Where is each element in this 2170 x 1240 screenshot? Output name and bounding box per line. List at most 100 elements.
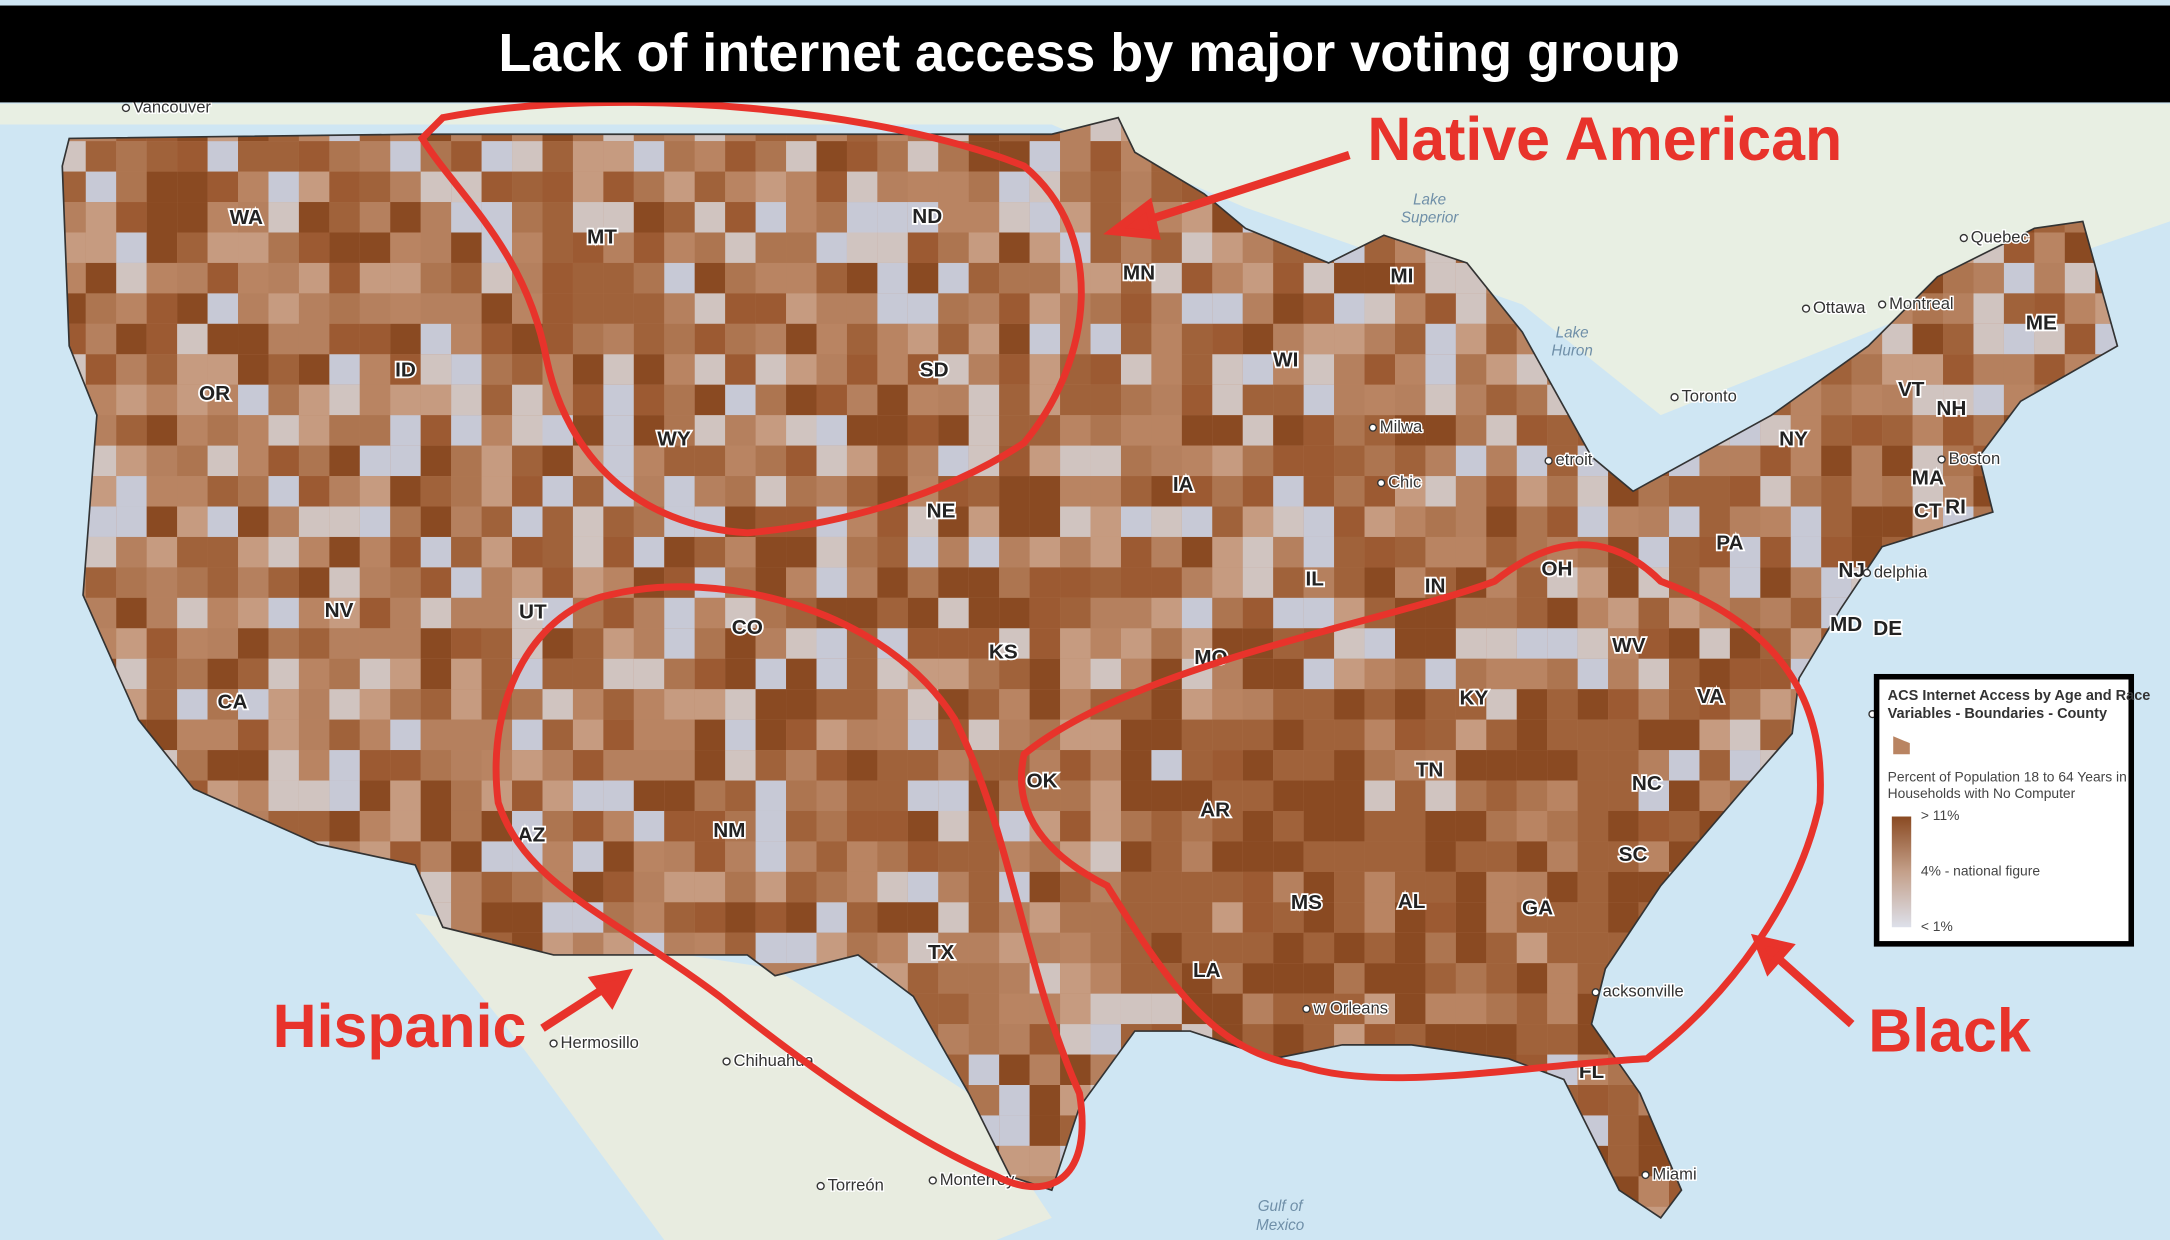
county xyxy=(1821,567,1852,598)
county xyxy=(1516,658,1548,690)
county xyxy=(1699,689,1730,720)
county xyxy=(1120,476,1152,507)
county xyxy=(1395,780,1426,811)
county xyxy=(481,384,513,416)
county xyxy=(1029,1115,1061,1146)
county xyxy=(481,323,513,355)
county xyxy=(1638,597,1670,629)
county xyxy=(816,232,847,263)
county xyxy=(846,171,878,203)
county xyxy=(512,141,543,172)
county xyxy=(1516,810,1548,842)
county xyxy=(999,963,1030,994)
county xyxy=(1090,932,1121,964)
county xyxy=(238,262,269,294)
county xyxy=(420,415,452,446)
county xyxy=(1060,476,1091,507)
county xyxy=(572,750,604,781)
canada xyxy=(0,103,2170,416)
place-label: w Orleans xyxy=(1312,998,1388,1017)
county xyxy=(1181,506,1213,537)
county xyxy=(725,415,756,446)
county xyxy=(1638,750,1670,781)
county xyxy=(85,323,117,355)
county xyxy=(268,567,299,598)
county xyxy=(451,445,482,477)
county xyxy=(1212,506,1243,537)
county xyxy=(786,932,817,964)
county xyxy=(999,993,1030,1025)
county xyxy=(755,536,787,568)
county xyxy=(146,597,178,629)
county xyxy=(177,689,208,720)
county xyxy=(1029,567,1061,598)
county xyxy=(1395,293,1426,324)
place-dot xyxy=(1862,568,1872,578)
state-label: IL xyxy=(1306,567,1325,590)
county xyxy=(268,689,299,720)
county xyxy=(968,719,1000,751)
county xyxy=(1455,871,1487,903)
county xyxy=(481,476,513,507)
county xyxy=(85,141,117,172)
county xyxy=(846,902,878,933)
county xyxy=(1334,689,1365,720)
county xyxy=(1303,932,1335,964)
county xyxy=(968,536,1000,568)
county xyxy=(2034,323,2065,355)
county xyxy=(664,476,695,507)
county xyxy=(786,262,817,294)
county xyxy=(1516,1024,1548,1055)
county xyxy=(664,780,695,811)
county xyxy=(359,293,391,324)
county xyxy=(1669,536,1700,568)
place-dot xyxy=(1801,304,1811,313)
county xyxy=(62,141,86,172)
annotation: Hispanic xyxy=(273,992,527,1060)
county xyxy=(1212,415,1243,446)
county xyxy=(1151,354,1182,385)
county xyxy=(1060,141,1091,172)
county xyxy=(207,384,239,416)
county xyxy=(1303,293,1335,324)
county xyxy=(1486,841,1517,872)
county xyxy=(1790,597,1822,629)
county xyxy=(1455,902,1487,933)
county xyxy=(420,536,452,568)
county xyxy=(633,445,665,477)
county xyxy=(1212,902,1243,933)
county xyxy=(1060,171,1091,203)
county xyxy=(1516,628,1548,659)
county xyxy=(238,689,269,720)
county xyxy=(846,536,878,568)
county xyxy=(1090,750,1121,781)
county xyxy=(116,567,147,598)
county xyxy=(1364,628,1395,659)
county xyxy=(1547,567,1578,598)
county xyxy=(968,232,1000,263)
county xyxy=(268,506,299,537)
county xyxy=(1273,597,1304,629)
state-label: ME xyxy=(2026,311,2057,334)
county xyxy=(968,689,1000,720)
state-label: MS xyxy=(1291,891,1322,914)
place-dot xyxy=(1877,300,1887,309)
county xyxy=(451,750,482,781)
county xyxy=(1212,597,1243,629)
county xyxy=(1455,323,1487,355)
county xyxy=(938,415,969,446)
hispanic-loop xyxy=(492,583,1086,1190)
county xyxy=(725,628,756,659)
county xyxy=(359,232,391,263)
county xyxy=(85,536,117,568)
county xyxy=(755,750,787,781)
county xyxy=(968,871,1000,903)
county xyxy=(1334,476,1365,507)
county xyxy=(1151,445,1182,477)
county xyxy=(390,780,421,811)
county xyxy=(694,415,726,446)
county xyxy=(512,597,543,629)
county xyxy=(1395,841,1426,872)
county xyxy=(1242,536,1274,568)
county xyxy=(146,141,178,172)
